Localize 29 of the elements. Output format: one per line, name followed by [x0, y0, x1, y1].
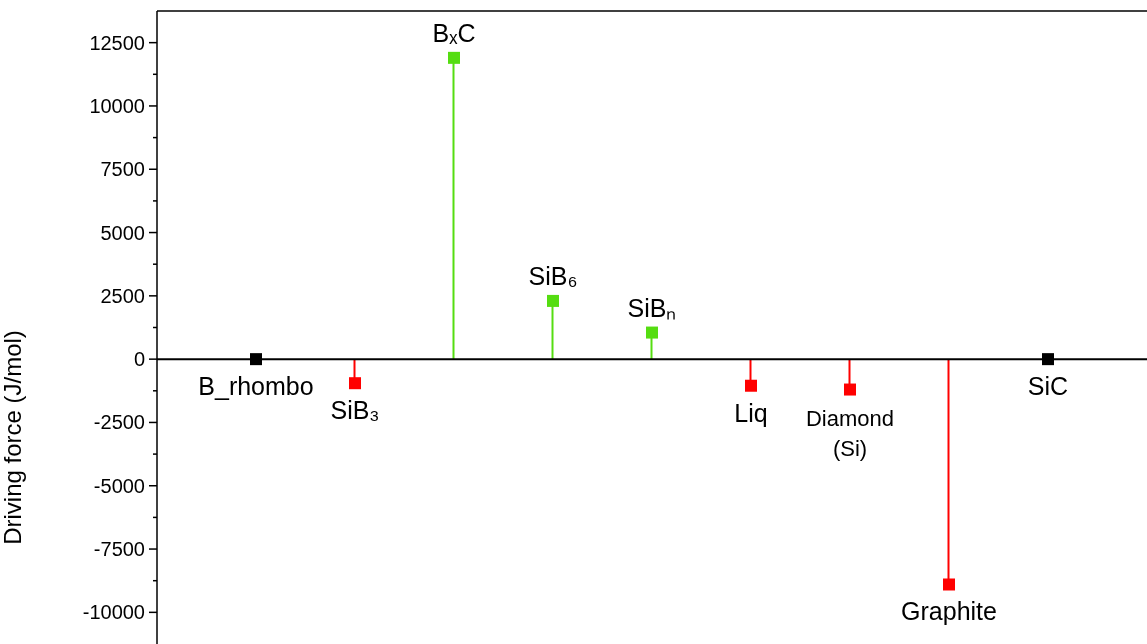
y-tick-label: 10000	[89, 94, 145, 117]
x-tick-label: Diamond (Si)	[805, 405, 895, 461]
y-axis-title: Driving force (J/mol)	[0, 330, 26, 545]
point	[646, 326, 658, 339]
y-tick-label: -5000	[93, 474, 145, 497]
y-tick-label: 12500	[89, 31, 145, 54]
y-tick-label: 7500	[100, 158, 145, 181]
x-tick-label: Graphite	[901, 597, 997, 626]
x-tick-label: SiC	[1027, 372, 1069, 401]
x-tick-label: SiBₙ	[627, 293, 677, 322]
y-tick-label: 0	[133, 348, 145, 371]
x-tick-label: BₓC	[432, 18, 476, 47]
point	[745, 379, 757, 392]
y-tick-label: -2500	[93, 411, 145, 434]
y-tick-label: -7500	[93, 538, 145, 561]
y-tick-label: 2500	[100, 284, 145, 307]
x-tick-label: SiB₃	[330, 396, 380, 425]
point	[349, 377, 361, 390]
point	[448, 51, 460, 64]
y-tick-label: 5000	[100, 221, 145, 244]
x-tick-label: Liq	[734, 398, 768, 427]
x-tick-label: SiB₆	[528, 261, 578, 290]
point	[250, 353, 262, 366]
point	[1042, 353, 1054, 366]
point	[547, 294, 559, 307]
point	[844, 383, 856, 396]
x-tick-label: B_rhombo	[198, 372, 314, 401]
point	[943, 578, 955, 591]
y-tick-label: -10000	[82, 601, 145, 624]
